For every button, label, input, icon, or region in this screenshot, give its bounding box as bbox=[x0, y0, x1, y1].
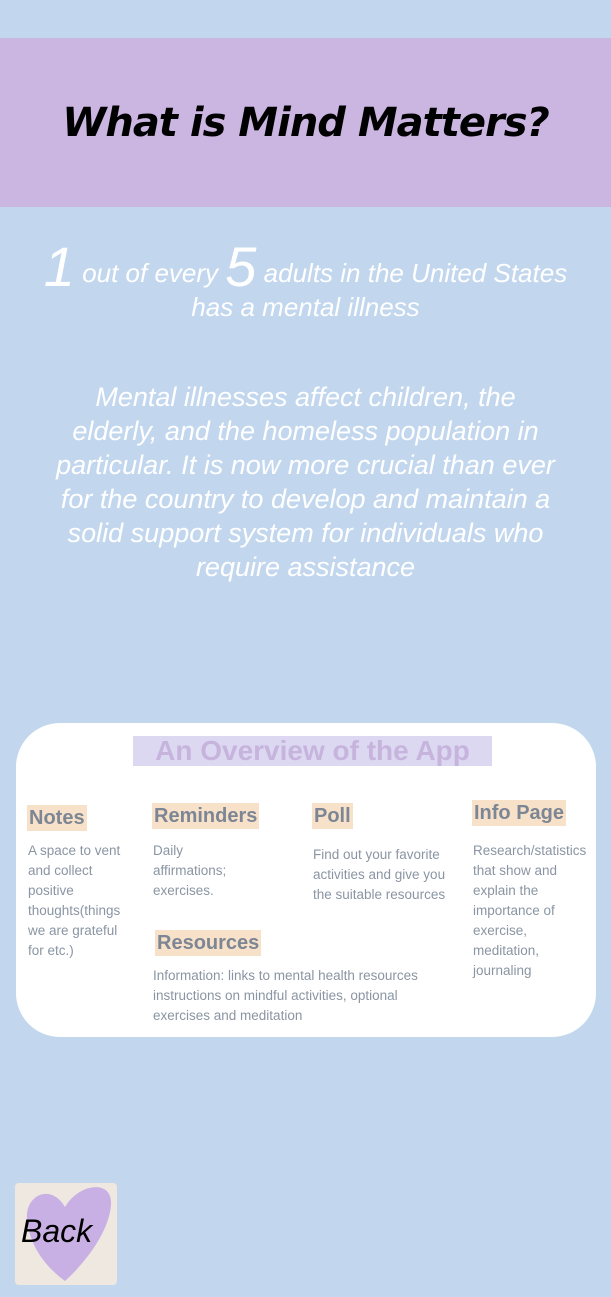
feature-title-reminders: Reminders bbox=[152, 803, 260, 829]
feature-desc-poll: Find out your favorite activities and gi… bbox=[313, 847, 446, 902]
stat-text-two: adults in the United States has a mental… bbox=[191, 258, 568, 322]
stat-text-one: out of every bbox=[82, 258, 219, 288]
feature-title-poll: Poll bbox=[312, 803, 353, 829]
feature-desc-info-page: Research/statistics that show and explai… bbox=[473, 843, 587, 978]
stat-number-one: 1 bbox=[43, 235, 75, 298]
feature-desc-reminders: Daily affirmations; exercises. bbox=[153, 843, 227, 898]
overview-title: An Overview of the App bbox=[133, 736, 492, 766]
back-button[interactable]: Back bbox=[15, 1183, 117, 1285]
back-label: Back bbox=[21, 1213, 93, 1249]
feature-title-notes: Notes bbox=[27, 805, 87, 831]
overview-card bbox=[16, 723, 596, 1037]
page-title: What is Mind Matters? bbox=[62, 99, 550, 146]
feature-desc-resources: Information: links to mental health reso… bbox=[153, 968, 418, 1023]
feature-desc-notes: A space to vent and collect positive tho… bbox=[28, 843, 121, 958]
description-paragraph: Mental illnesses affect children, the el… bbox=[56, 382, 555, 582]
stat-number-five: 5 bbox=[225, 235, 257, 298]
feature-title-resources: Resources bbox=[155, 930, 262, 956]
feature-title-info-page: Info Page bbox=[472, 800, 567, 826]
heart-icon bbox=[26, 1187, 112, 1281]
header-banner: What is Mind Matters? bbox=[0, 38, 611, 207]
statistic-text: 1 out of every 5 adults in the United St… bbox=[40, 239, 571, 324]
